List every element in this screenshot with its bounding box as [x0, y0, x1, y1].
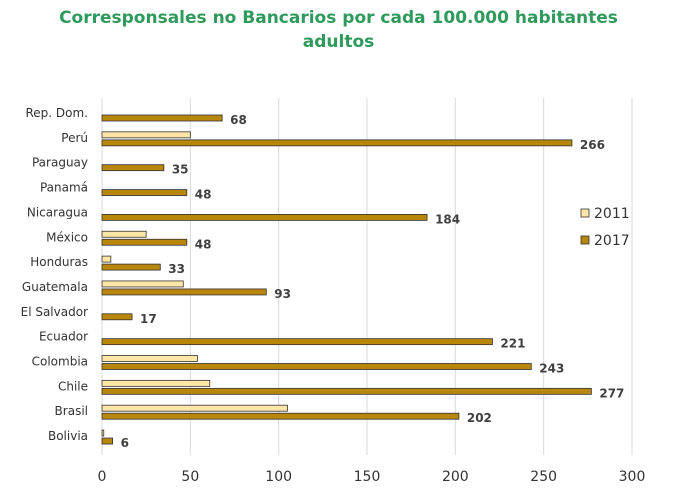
bar-2011-13 [101, 429, 105, 437]
category-label-6: Honduras [30, 255, 88, 269]
x-tick-200: 200 [442, 469, 469, 485]
category-label-9: Ecuador [39, 330, 88, 344]
category-label-7: Guatemala [22, 280, 88, 294]
x-tick-100: 100 [265, 469, 292, 485]
bar-2017-2 [101, 164, 165, 172]
bar-2017-0 [101, 114, 223, 122]
legend-swatch-2011 [580, 208, 590, 218]
category-label-2: Paraguay [32, 156, 88, 170]
bar-2017-3 [101, 189, 188, 196]
bar-2017-13 [101, 437, 113, 445]
data-label-3: 48 [195, 188, 212, 202]
data-label-13: 6 [121, 436, 129, 450]
category-label-3: Panamá [40, 181, 88, 195]
chart-title: Corresponsales no Bancarios por cada 100… [0, 6, 677, 54]
category-label-10: Colombia [32, 355, 88, 369]
bar-2017-10 [101, 363, 532, 370]
grid-lines [101, 98, 633, 455]
bar-2011-7 [101, 280, 184, 288]
x-tick-250: 250 [530, 469, 557, 485]
data-label-5: 48 [195, 237, 212, 251]
chart-title-line-1: Corresponsales no Bancarios por cada 100… [59, 8, 618, 28]
bar-2017-1 [101, 139, 573, 147]
x-tick-300: 300 [619, 469, 646, 485]
data-label-12: 202 [467, 411, 492, 425]
bar-2017-5 [101, 238, 188, 246]
bar-2017-12 [101, 412, 460, 420]
category-label-13: Bolivia [48, 429, 88, 443]
data-label-9: 221 [500, 337, 525, 351]
bar-2011-11 [101, 379, 211, 387]
data-label-1: 266 [580, 138, 605, 152]
category-label-11: Chile [58, 379, 88, 393]
x-tick-150: 150 [354, 469, 381, 485]
data-label-6: 33 [168, 262, 185, 276]
bar-2011-6 [101, 255, 112, 263]
category-label-1: Perú [61, 131, 88, 145]
x-tick-50: 50 [181, 469, 199, 485]
bar-2017-8 [101, 313, 133, 321]
data-label-11: 277 [599, 386, 624, 400]
bar-2017-11 [101, 387, 592, 395]
data-label-4: 184 [435, 212, 460, 226]
bar-2017-9 [101, 338, 493, 346]
category-label-8: El Salvador [21, 305, 88, 319]
bar-2011-12 [101, 404, 288, 412]
bars [101, 114, 592, 445]
x-tick-0: 0 [98, 469, 107, 485]
bar-2017-4 [101, 213, 428, 221]
data-label-0: 68 [230, 113, 247, 127]
x-tick-labels: 0 50 100 150 200 250 300 [98, 469, 646, 485]
category-label-12: Brasil [55, 404, 88, 418]
data-label-10: 243 [539, 362, 564, 376]
data-label-8: 17 [140, 312, 157, 326]
bar-2017-6 [101, 263, 161, 271]
data-label-7: 93 [274, 287, 291, 301]
bar-2011-1 [101, 131, 191, 139]
data-label-2: 35 [172, 163, 189, 177]
legend: 2011 2017 [580, 206, 630, 249]
category-labels: Rep. Dom. Perú Paraguay Panamá Nicaragua Méxi… [21, 106, 88, 443]
legend-label-2017: 2017 [594, 233, 630, 249]
legend-swatch-2017 [580, 235, 590, 245]
category-label-5: México [46, 230, 88, 244]
chart-title-line-2: adultos [302, 32, 375, 52]
data-labels: 68 266 35 48 184 48 33 93 17 221 243 277 202 6 [121, 113, 625, 450]
legend-label-2011: 2011 [594, 206, 630, 222]
bar-2017-7 [101, 288, 267, 296]
category-label-0: Rep. Dom. [25, 106, 88, 120]
bar-2011-10 [101, 355, 198, 362]
category-label-4: Nicaragua [27, 205, 88, 219]
bar-2011-5 [101, 230, 147, 238]
